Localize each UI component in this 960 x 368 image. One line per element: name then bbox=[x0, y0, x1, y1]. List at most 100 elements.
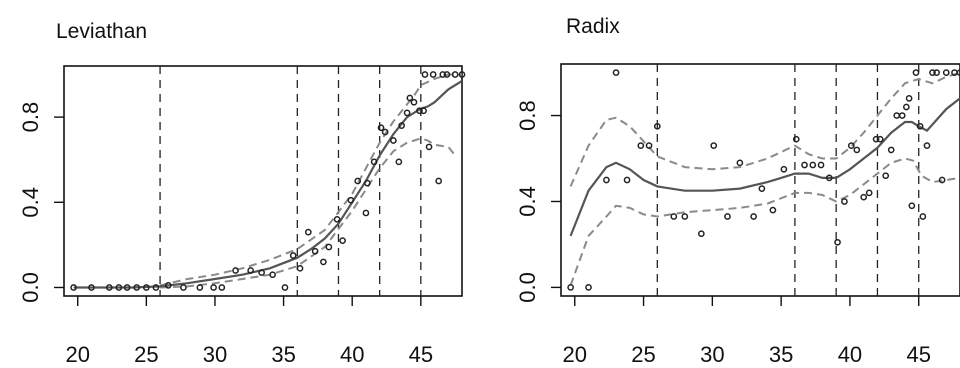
x-tick-label: 35 bbox=[769, 342, 793, 367]
data-point bbox=[370, 158, 378, 166]
data-point bbox=[105, 284, 113, 291]
data-point bbox=[825, 174, 833, 182]
plot-frame bbox=[63, 65, 463, 297]
data-point bbox=[439, 71, 447, 78]
panel-radix: Radix 20 25 30 35 40 45 0.0 0.4 0.8 bbox=[515, 15, 960, 367]
data-point bbox=[363, 179, 371, 187]
data-point bbox=[942, 69, 950, 76]
data-point bbox=[697, 230, 705, 238]
data-point bbox=[893, 112, 901, 119]
x-tick-label: 45 bbox=[906, 342, 930, 367]
x-tick-label: 40 bbox=[838, 342, 862, 367]
ci-lower-line bbox=[160, 137, 456, 289]
data-point bbox=[847, 142, 855, 149]
data-point bbox=[320, 258, 327, 266]
data-point bbox=[429, 71, 437, 78]
data-point bbox=[443, 71, 451, 78]
data-point bbox=[887, 146, 895, 154]
data-point bbox=[196, 284, 204, 291]
data-point bbox=[923, 142, 931, 149]
ci-lower-line bbox=[569, 157, 960, 286]
data-point bbox=[603, 176, 610, 184]
data-point bbox=[403, 109, 411, 117]
ci-upper-line bbox=[159, 73, 462, 287]
data-point bbox=[724, 213, 731, 220]
data-point bbox=[860, 193, 868, 201]
y-tick-label: 0.0 bbox=[18, 272, 43, 303]
data-point bbox=[872, 135, 880, 143]
data-point bbox=[377, 124, 385, 132]
data-point bbox=[853, 146, 861, 154]
data-point bbox=[758, 185, 766, 192]
data-point bbox=[637, 142, 645, 149]
data-point bbox=[325, 243, 333, 251]
data-point bbox=[933, 69, 940, 76]
data-point bbox=[152, 284, 160, 291]
x-tick-label: 40 bbox=[340, 342, 364, 367]
data-point bbox=[425, 143, 433, 151]
x-tick-label: 30 bbox=[203, 342, 227, 367]
data-point bbox=[905, 95, 913, 102]
x-tick-label: 45 bbox=[409, 342, 433, 367]
fitted-line bbox=[569, 97, 960, 237]
data-point bbox=[296, 264, 304, 272]
panel-leviathan: Leviathan 20 25 30 35 40 45 0.0 0.4 0.8 bbox=[18, 20, 466, 367]
curve-group bbox=[569, 71, 960, 286]
data-point bbox=[247, 267, 254, 274]
data-point bbox=[420, 107, 427, 115]
data-point bbox=[180, 284, 187, 291]
data-point bbox=[339, 237, 346, 244]
data-point bbox=[792, 135, 800, 143]
data-point bbox=[133, 284, 141, 291]
data-point bbox=[710, 142, 718, 149]
y-tick-label: 0.4 bbox=[515, 186, 540, 217]
data-point bbox=[670, 213, 678, 220]
data-point bbox=[210, 284, 217, 291]
data-point bbox=[780, 165, 788, 173]
data-point bbox=[347, 196, 355, 204]
data-point bbox=[435, 177, 443, 185]
x-tick-label: 30 bbox=[700, 342, 724, 367]
data-point bbox=[908, 202, 916, 210]
data-point bbox=[458, 71, 466, 78]
data-point bbox=[736, 159, 744, 167]
data-point bbox=[902, 103, 910, 111]
data-point bbox=[919, 213, 927, 220]
chart-title: Radix bbox=[566, 15, 620, 38]
x-tick-label: 25 bbox=[631, 342, 655, 367]
x-tick-label: 25 bbox=[134, 342, 158, 367]
data-point bbox=[653, 122, 661, 130]
data-point bbox=[398, 122, 405, 129]
data-point bbox=[304, 228, 312, 236]
data-point bbox=[395, 158, 403, 166]
x-tick-label: 35 bbox=[271, 342, 295, 367]
y-tick-label: 0.8 bbox=[18, 102, 43, 133]
data-point bbox=[164, 282, 172, 289]
data-point bbox=[70, 284, 77, 291]
data-point bbox=[421, 71, 429, 78]
data-point bbox=[817, 161, 825, 169]
data-point bbox=[410, 98, 418, 106]
data-point bbox=[841, 198, 848, 205]
data-point bbox=[898, 112, 906, 119]
data-point bbox=[269, 271, 276, 279]
data-point bbox=[416, 107, 423, 115]
data-point bbox=[381, 128, 389, 136]
fitted-line bbox=[73, 79, 462, 289]
data-point bbox=[585, 284, 592, 291]
data-point bbox=[88, 284, 95, 291]
data-point bbox=[612, 69, 620, 76]
y-tick-label: 0.8 bbox=[515, 100, 540, 131]
x-tick-label: 20 bbox=[563, 342, 587, 367]
y-tick-label: 0.4 bbox=[18, 187, 43, 218]
data-point bbox=[912, 69, 920, 76]
data-point bbox=[115, 284, 123, 291]
data-point bbox=[882, 172, 890, 180]
data-point bbox=[876, 135, 884, 143]
data-point bbox=[623, 176, 631, 184]
curve-group bbox=[73, 73, 462, 289]
data-point bbox=[232, 267, 239, 274]
data-point bbox=[123, 284, 131, 291]
data-point bbox=[567, 284, 574, 291]
